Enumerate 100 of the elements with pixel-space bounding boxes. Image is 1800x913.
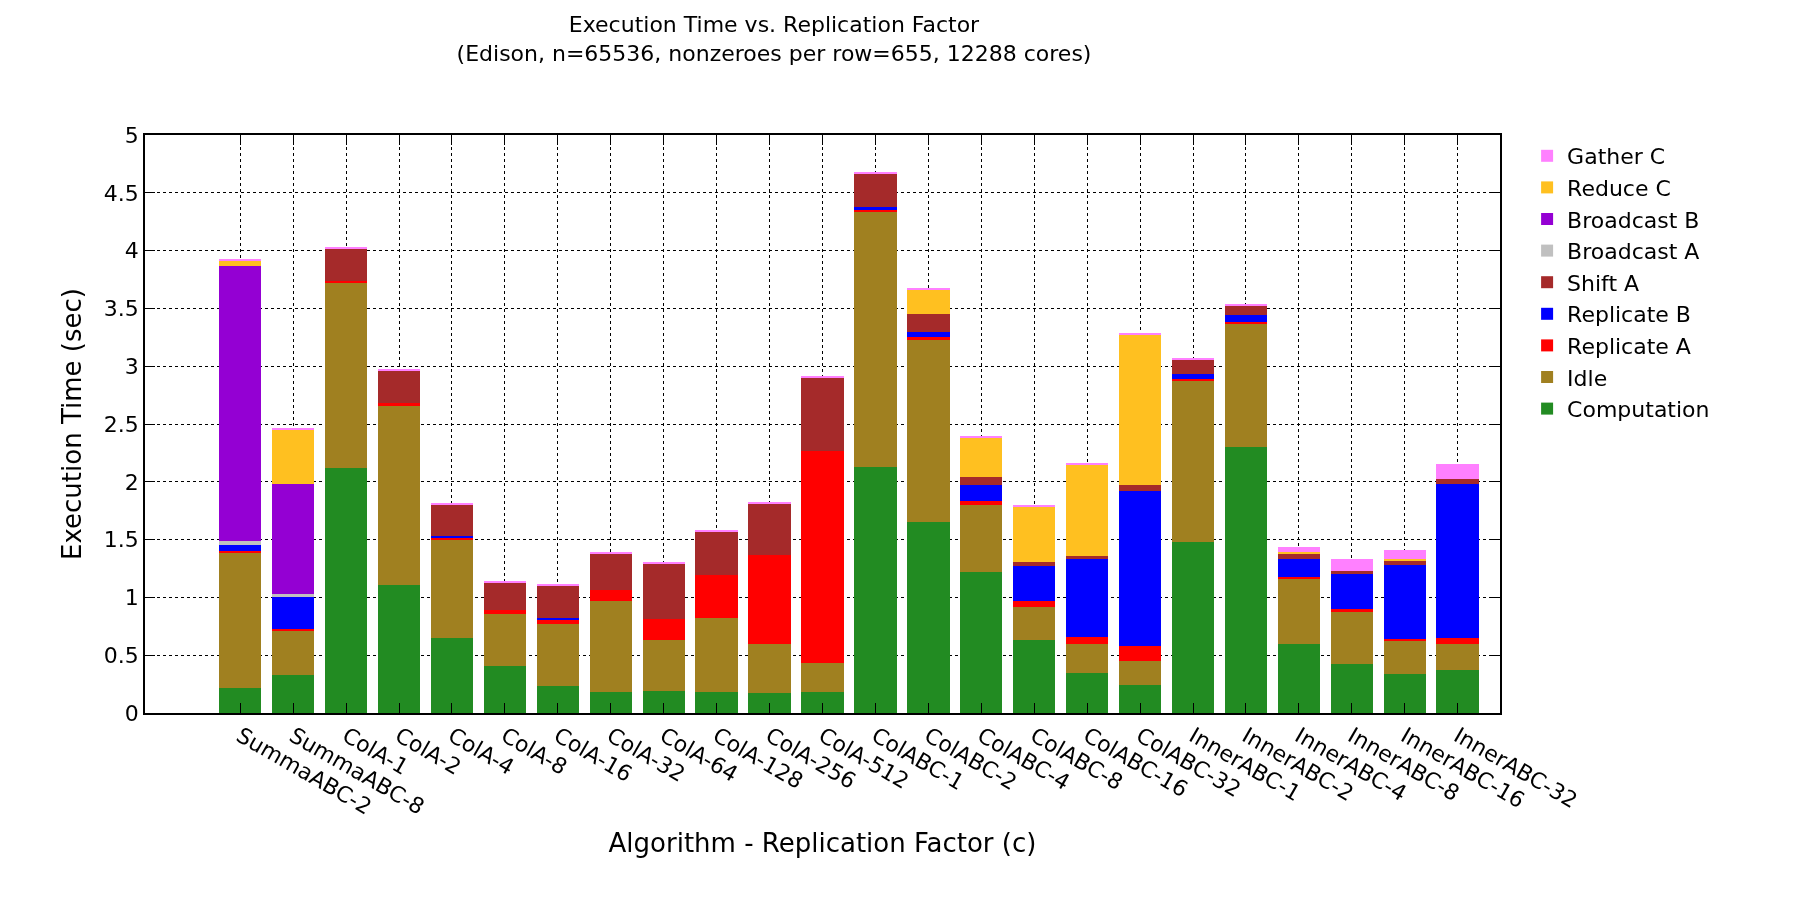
bar xyxy=(907,339,950,523)
bar xyxy=(748,693,791,713)
bar xyxy=(907,522,950,713)
bar xyxy=(219,687,262,713)
bar xyxy=(324,467,368,713)
bar xyxy=(1013,640,1056,713)
y-tick-label: 0 xyxy=(124,700,139,726)
bar xyxy=(854,173,897,207)
legend-label: Computation xyxy=(1567,397,1710,423)
bar xyxy=(801,663,844,693)
legend-label: Idle xyxy=(1567,365,1608,391)
bar xyxy=(1171,541,1215,713)
bar xyxy=(748,643,791,694)
bar xyxy=(1171,359,1215,375)
bar xyxy=(1013,600,1056,607)
bar xyxy=(377,403,421,406)
bar xyxy=(536,585,580,619)
bar xyxy=(1383,673,1426,713)
x-axis-title: Algorithm - Replication Factor (c) xyxy=(608,827,1037,858)
bar xyxy=(1013,504,1056,507)
bar xyxy=(1118,485,1162,492)
bar xyxy=(907,314,950,332)
bar xyxy=(324,248,368,281)
bar xyxy=(1065,672,1109,713)
y-tick-label: 4 xyxy=(124,238,139,264)
bar xyxy=(1330,574,1373,609)
y-axis-title: Execution Time (sec) xyxy=(56,288,87,560)
bar xyxy=(1065,559,1109,637)
bar xyxy=(1383,641,1426,674)
legend-label: Reduce C xyxy=(1567,175,1671,201)
bar xyxy=(1330,612,1373,665)
bar xyxy=(272,484,315,594)
legend-label: Replicate A xyxy=(1567,333,1691,359)
bar xyxy=(642,691,685,713)
bar xyxy=(483,610,527,614)
bar xyxy=(536,623,580,687)
bar xyxy=(1277,559,1321,577)
bar xyxy=(483,582,527,611)
bar xyxy=(801,377,844,451)
bar xyxy=(960,437,1003,478)
bar xyxy=(960,501,1003,505)
bar xyxy=(219,545,262,552)
bar xyxy=(1013,606,1056,641)
bar xyxy=(1065,636,1109,644)
legend-label: Broadcast B xyxy=(1567,207,1700,233)
bar xyxy=(1330,664,1373,713)
legend-label: Broadcast A xyxy=(1567,239,1700,265)
bar xyxy=(219,261,262,266)
bar xyxy=(748,554,791,644)
bar xyxy=(589,553,632,591)
bar xyxy=(1118,491,1162,646)
bar xyxy=(377,370,421,404)
bar xyxy=(1330,559,1373,571)
legend-label: Shift A xyxy=(1567,270,1640,296)
bar xyxy=(642,619,685,641)
bar xyxy=(695,531,738,576)
bar xyxy=(1277,578,1321,644)
bar xyxy=(1436,479,1479,485)
bar xyxy=(1436,637,1479,644)
bar xyxy=(854,211,897,467)
bar xyxy=(1065,464,1109,556)
y-tick-label: 3 xyxy=(124,353,139,379)
y-tick-label: 3.5 xyxy=(103,296,139,322)
bar xyxy=(960,485,1003,502)
bar xyxy=(430,637,474,713)
bar xyxy=(1065,643,1109,673)
bar xyxy=(1013,566,1056,601)
bar xyxy=(642,640,685,692)
bar xyxy=(1383,565,1426,640)
chart-title: Execution Time vs. Replication Factor xyxy=(568,11,981,37)
bar xyxy=(377,405,421,585)
chart-subtitle: (Edison, n=65536, nonzeroes per row=655, 12288 cores) xyxy=(456,40,1092,66)
bar xyxy=(430,539,474,638)
bar xyxy=(430,504,474,537)
bar xyxy=(324,282,368,468)
bar xyxy=(960,477,1003,486)
bar xyxy=(483,613,527,666)
bar xyxy=(695,618,738,693)
bar xyxy=(1436,484,1479,638)
bar xyxy=(801,692,844,713)
bar xyxy=(1118,660,1162,686)
bar xyxy=(854,171,897,174)
bar xyxy=(1224,447,1268,713)
legend-label: Replicate B xyxy=(1567,302,1691,328)
bar xyxy=(907,337,950,340)
bar xyxy=(1118,685,1162,713)
bar xyxy=(589,692,632,713)
bar xyxy=(1436,464,1479,480)
y-tick-label: 0.5 xyxy=(103,642,139,668)
y-tick-label: 2.5 xyxy=(103,411,139,437)
bar xyxy=(1436,643,1479,671)
bar xyxy=(536,686,580,713)
bar xyxy=(1436,670,1479,713)
y-tick-label: 5 xyxy=(124,122,139,148)
bar xyxy=(695,575,738,619)
bar xyxy=(1383,550,1426,560)
bar xyxy=(1118,334,1162,486)
bar xyxy=(219,265,262,541)
legend-label: Gather C xyxy=(1567,144,1666,170)
bar xyxy=(377,584,421,713)
